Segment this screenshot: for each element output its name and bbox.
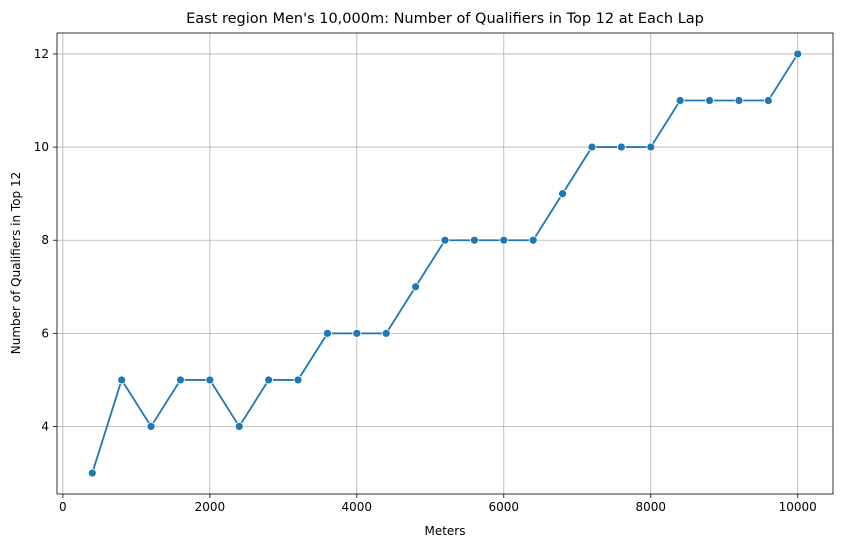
y-tick-label: 12 <box>34 47 49 61</box>
data-point <box>234 422 244 431</box>
x-axis-label: Meters <box>424 524 465 538</box>
data-point <box>705 96 714 105</box>
data-point <box>117 375 127 385</box>
data-point <box>146 422 156 431</box>
y-axis-label: Number of Qualifiers in Top 12 <box>9 172 23 355</box>
data-point <box>587 142 597 152</box>
x-tick-label: 2000 <box>195 500 226 514</box>
data-point <box>381 328 391 338</box>
data-point <box>264 375 274 385</box>
data-point <box>293 375 303 385</box>
data-point <box>499 235 509 245</box>
x-tick-label: 8000 <box>635 500 666 514</box>
data-point <box>793 49 803 59</box>
y-tick-label: 10 <box>34 140 49 154</box>
data-point <box>323 328 332 338</box>
data-point <box>646 142 656 152</box>
data-point <box>734 96 744 105</box>
x-tick-label: 0 <box>59 500 67 514</box>
y-tick-label: 4 <box>41 419 49 433</box>
chart-title: East region Men's 10,000m: Number of Qua… <box>186 11 704 27</box>
data-point <box>205 375 215 385</box>
data-line <box>91 53 799 474</box>
x-tick-label: 6000 <box>489 500 520 514</box>
data-point <box>558 189 567 199</box>
data-point <box>176 375 185 385</box>
y-tick-label: 8 <box>41 233 49 247</box>
data-point <box>763 96 773 105</box>
x-tick-label: 10000 <box>779 500 817 514</box>
data-point <box>440 235 450 245</box>
data-point <box>411 282 421 292</box>
y-tick-label: 6 <box>41 326 49 340</box>
data-point <box>528 235 538 245</box>
x-tick-label: 4000 <box>342 500 373 514</box>
data-point <box>616 142 626 152</box>
plot-frame <box>56 32 834 495</box>
data-point <box>352 328 362 338</box>
data-point <box>469 235 479 245</box>
data-point <box>675 96 685 105</box>
data-point <box>87 468 97 478</box>
